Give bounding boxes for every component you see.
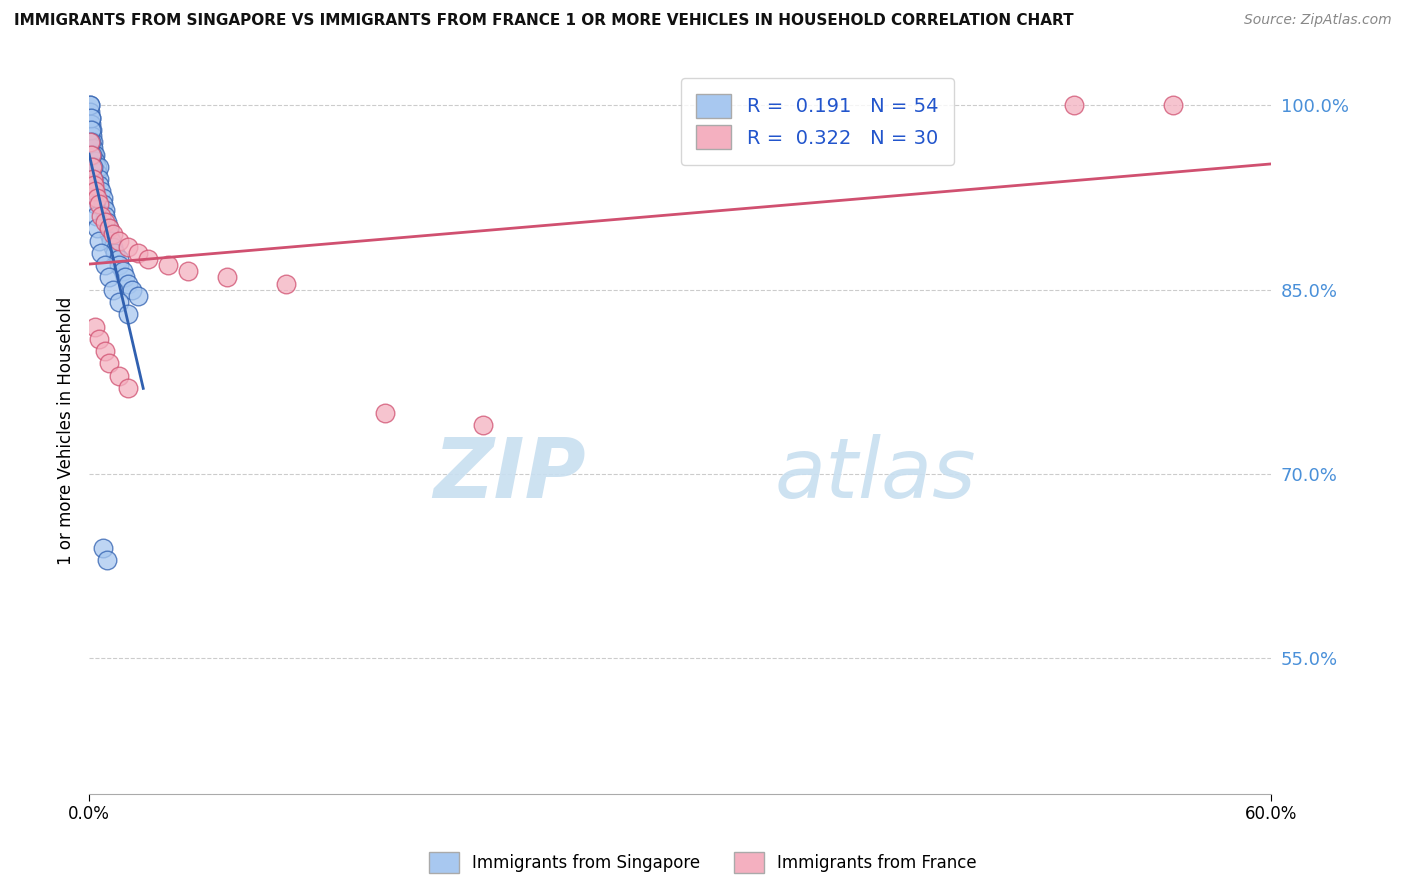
- Point: [82, 141, 104, 155]
- Point: [79, 98, 101, 112]
- Point: [90, 185, 112, 199]
- Point: [374, 406, 396, 420]
- Point: [107, 234, 129, 248]
- Point: [80, 147, 103, 161]
- Point: [117, 381, 139, 395]
- Point: [80, 111, 103, 125]
- Point: [86, 190, 108, 204]
- Point: [94, 344, 117, 359]
- Legend: R =  0.191   N = 54, R =  0.322   N = 30: R = 0.191 N = 54, R = 0.322 N = 30: [681, 78, 955, 165]
- Point: [472, 417, 495, 432]
- Point: [82, 172, 104, 186]
- Point: [84, 185, 107, 199]
- Point: [104, 245, 127, 260]
- Text: ZIP: ZIP: [433, 434, 585, 515]
- Point: [86, 160, 108, 174]
- Point: [114, 270, 136, 285]
- Point: [91, 541, 114, 555]
- Point: [117, 240, 139, 254]
- Point: [87, 196, 110, 211]
- Point: [80, 147, 103, 161]
- Point: [84, 147, 107, 161]
- Point: [127, 245, 149, 260]
- Point: [156, 258, 179, 272]
- Point: [96, 553, 118, 567]
- Point: [80, 123, 103, 137]
- Point: [101, 283, 124, 297]
- Y-axis label: 1 or more Vehicles in Household: 1 or more Vehicles in Household: [58, 297, 75, 566]
- Point: [79, 135, 101, 149]
- Legend: Immigrants from Singapore, Immigrants from France: Immigrants from Singapore, Immigrants fr…: [422, 846, 984, 880]
- Point: [86, 221, 108, 235]
- Point: [80, 129, 103, 144]
- Point: [80, 117, 103, 131]
- Point: [1161, 98, 1184, 112]
- Point: [80, 160, 103, 174]
- Point: [94, 215, 117, 229]
- Point: [79, 111, 101, 125]
- Point: [101, 240, 124, 254]
- Point: [87, 234, 110, 248]
- Point: [1063, 98, 1085, 112]
- Point: [87, 160, 110, 174]
- Point: [84, 196, 107, 211]
- Point: [84, 319, 107, 334]
- Point: [84, 153, 107, 168]
- Point: [96, 215, 118, 229]
- Text: Source: ZipAtlas.com: Source: ZipAtlas.com: [1244, 13, 1392, 28]
- Point: [97, 221, 120, 235]
- Point: [79, 98, 101, 112]
- Point: [97, 227, 120, 242]
- Point: [87, 172, 110, 186]
- Point: [97, 357, 120, 371]
- Text: IMMIGRANTS FROM SINGAPORE VS IMMIGRANTS FROM FRANCE 1 OR MORE VEHICLES IN HOUSEH: IMMIGRANTS FROM SINGAPORE VS IMMIGRANTS …: [14, 13, 1074, 29]
- Point: [82, 160, 104, 174]
- Point: [83, 178, 105, 193]
- Point: [111, 264, 134, 278]
- Point: [97, 270, 120, 285]
- Point: [82, 135, 104, 149]
- Point: [90, 209, 112, 223]
- Point: [176, 264, 198, 278]
- Point: [94, 258, 117, 272]
- Point: [107, 258, 129, 272]
- Point: [100, 234, 122, 248]
- Point: [101, 227, 124, 242]
- Point: [87, 332, 110, 346]
- Point: [83, 147, 105, 161]
- Point: [94, 209, 117, 223]
- Point: [82, 172, 104, 186]
- Point: [121, 283, 143, 297]
- Point: [90, 245, 112, 260]
- Point: [91, 196, 114, 211]
- Point: [80, 135, 103, 149]
- Point: [87, 178, 110, 193]
- Point: [84, 209, 107, 223]
- Point: [127, 289, 149, 303]
- Point: [94, 202, 117, 217]
- Text: atlas: atlas: [775, 434, 976, 515]
- Point: [86, 166, 108, 180]
- Point: [79, 104, 101, 119]
- Point: [83, 185, 105, 199]
- Point: [107, 295, 129, 310]
- Point: [117, 277, 139, 291]
- Point: [117, 307, 139, 321]
- Point: [97, 221, 120, 235]
- Point: [91, 190, 114, 204]
- Point: [136, 252, 159, 266]
- Point: [80, 123, 103, 137]
- Point: [274, 277, 297, 291]
- Point: [107, 252, 129, 266]
- Point: [107, 368, 129, 383]
- Point: [215, 270, 238, 285]
